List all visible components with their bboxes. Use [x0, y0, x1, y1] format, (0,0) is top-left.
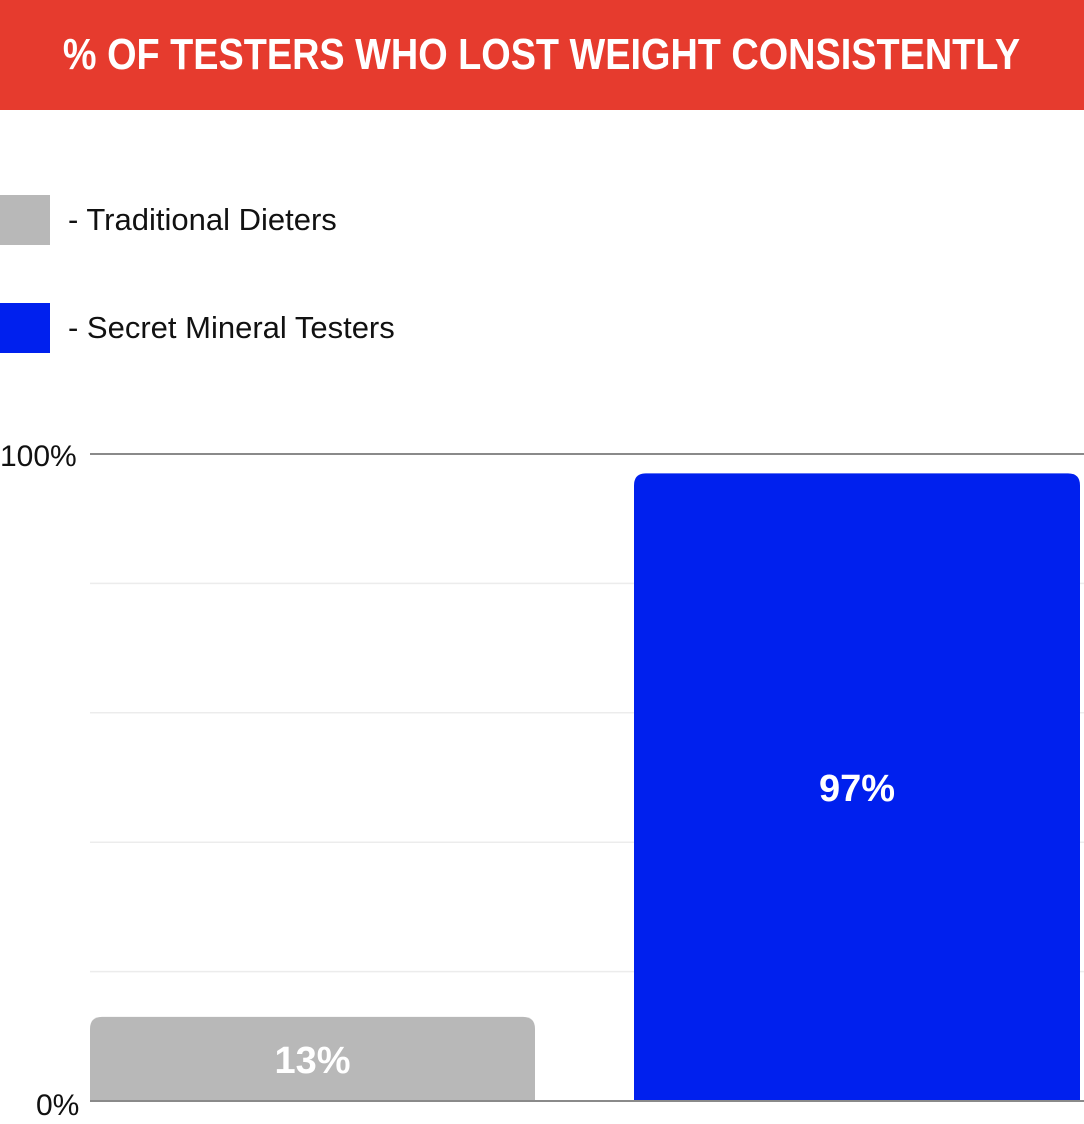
legend-item-traditional-dieters: - Traditional Dieters [0, 195, 337, 245]
y-tick-label-100: 100% [0, 440, 77, 473]
chart-title: % OF TESTERS WHO LOST WEIGHT CONSISTENTL… [63, 30, 1021, 79]
legend-swatch-secret [0, 303, 50, 353]
y-tick-label-0: 0% [36, 1089, 79, 1122]
data-label-secret-mineral-testers: 97% [819, 768, 895, 810]
bar-traditional-dieters [90, 1016, 535, 1101]
legend-item-secret-mineral-testers: - Secret Mineral Testers [0, 303, 395, 353]
legend-swatch-traditional [0, 195, 50, 245]
bar-secret-mineral-testers [634, 473, 1080, 1101]
title-banner: % OF TESTERS WHO LOST WEIGHT CONSISTENTL… [0, 0, 1084, 110]
legend-label-traditional: - Traditional Dieters [68, 202, 337, 237]
legend-label-secret: - Secret Mineral Testers [68, 310, 395, 345]
data-label-traditional-dieters: 13% [274, 1040, 350, 1082]
